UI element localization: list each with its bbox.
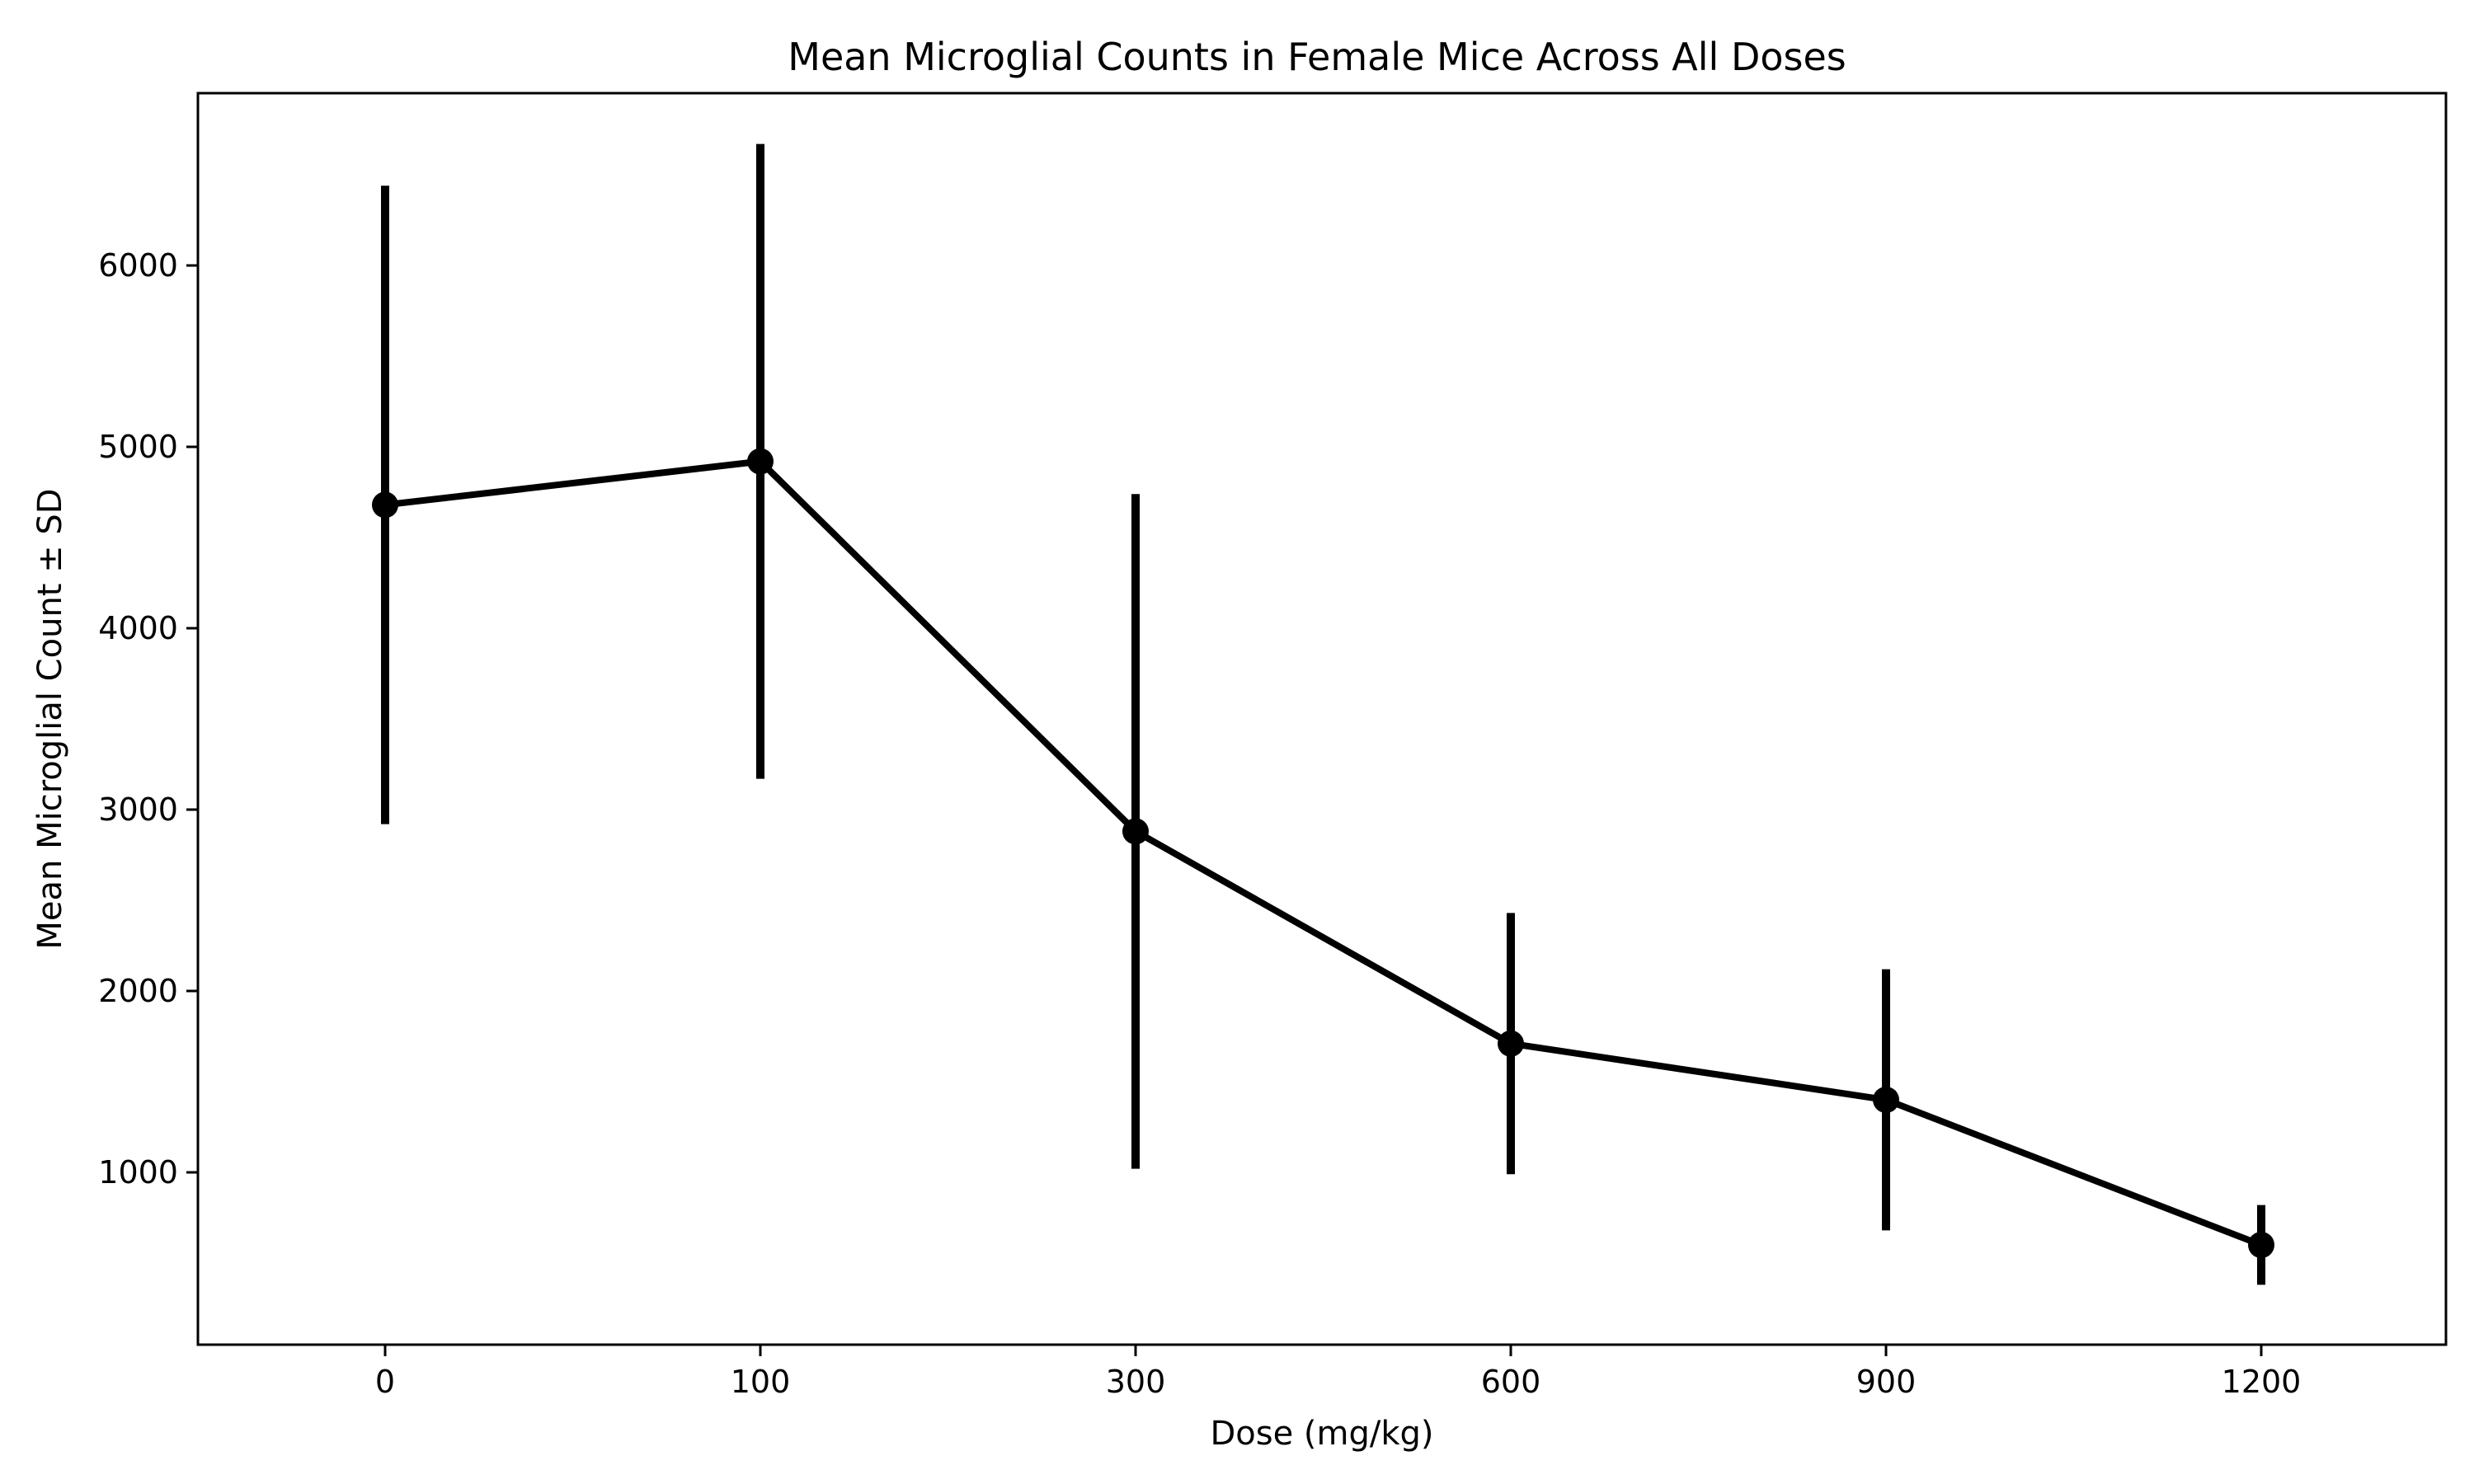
series-lines: [384, 458, 2263, 1248]
y-tick-label: 2000: [98, 973, 178, 1009]
y-tick-label: 3000: [98, 791, 178, 828]
data-point: [2248, 1232, 2274, 1258]
y-axis: 1000 2000 3000 4000 5000 6000: [98, 247, 198, 1190]
x-tick-label: 0: [375, 1364, 395, 1400]
y-tick-label: 4000: [98, 610, 178, 646]
y-axis-title: Mean Microglial Count ± SD: [31, 488, 69, 949]
data-point: [747, 448, 774, 475]
x-tick-label: 1200: [2222, 1364, 2302, 1400]
y-tick-label: 1000: [98, 1154, 178, 1190]
x-tick-label: 100: [731, 1364, 791, 1400]
x-axis-title: Dose (mg/kg): [1210, 1415, 1433, 1453]
data-point: [372, 491, 398, 519]
x-tick-label: 900: [1856, 1364, 1917, 1400]
x-axis: 0 100 300 600 900 1200: [375, 1345, 2301, 1400]
series-line: [384, 458, 2263, 1248]
y-tick-label: 5000: [98, 429, 178, 465]
data-point: [1873, 1087, 1899, 1113]
data-point: [1122, 818, 1149, 845]
plot-area-frame: [196, 92, 2448, 1346]
chart-title: Mean Microglial Counts in Female Mice Ac…: [788, 35, 1846, 79]
x-tick-label: 600: [1481, 1364, 1541, 1400]
data-point: [1498, 1030, 1524, 1057]
y-tick-label: 6000: [98, 247, 178, 284]
error-bars: [381, 143, 2265, 1285]
data-points: [372, 448, 2274, 1258]
x-tick-label: 300: [1106, 1364, 1166, 1400]
